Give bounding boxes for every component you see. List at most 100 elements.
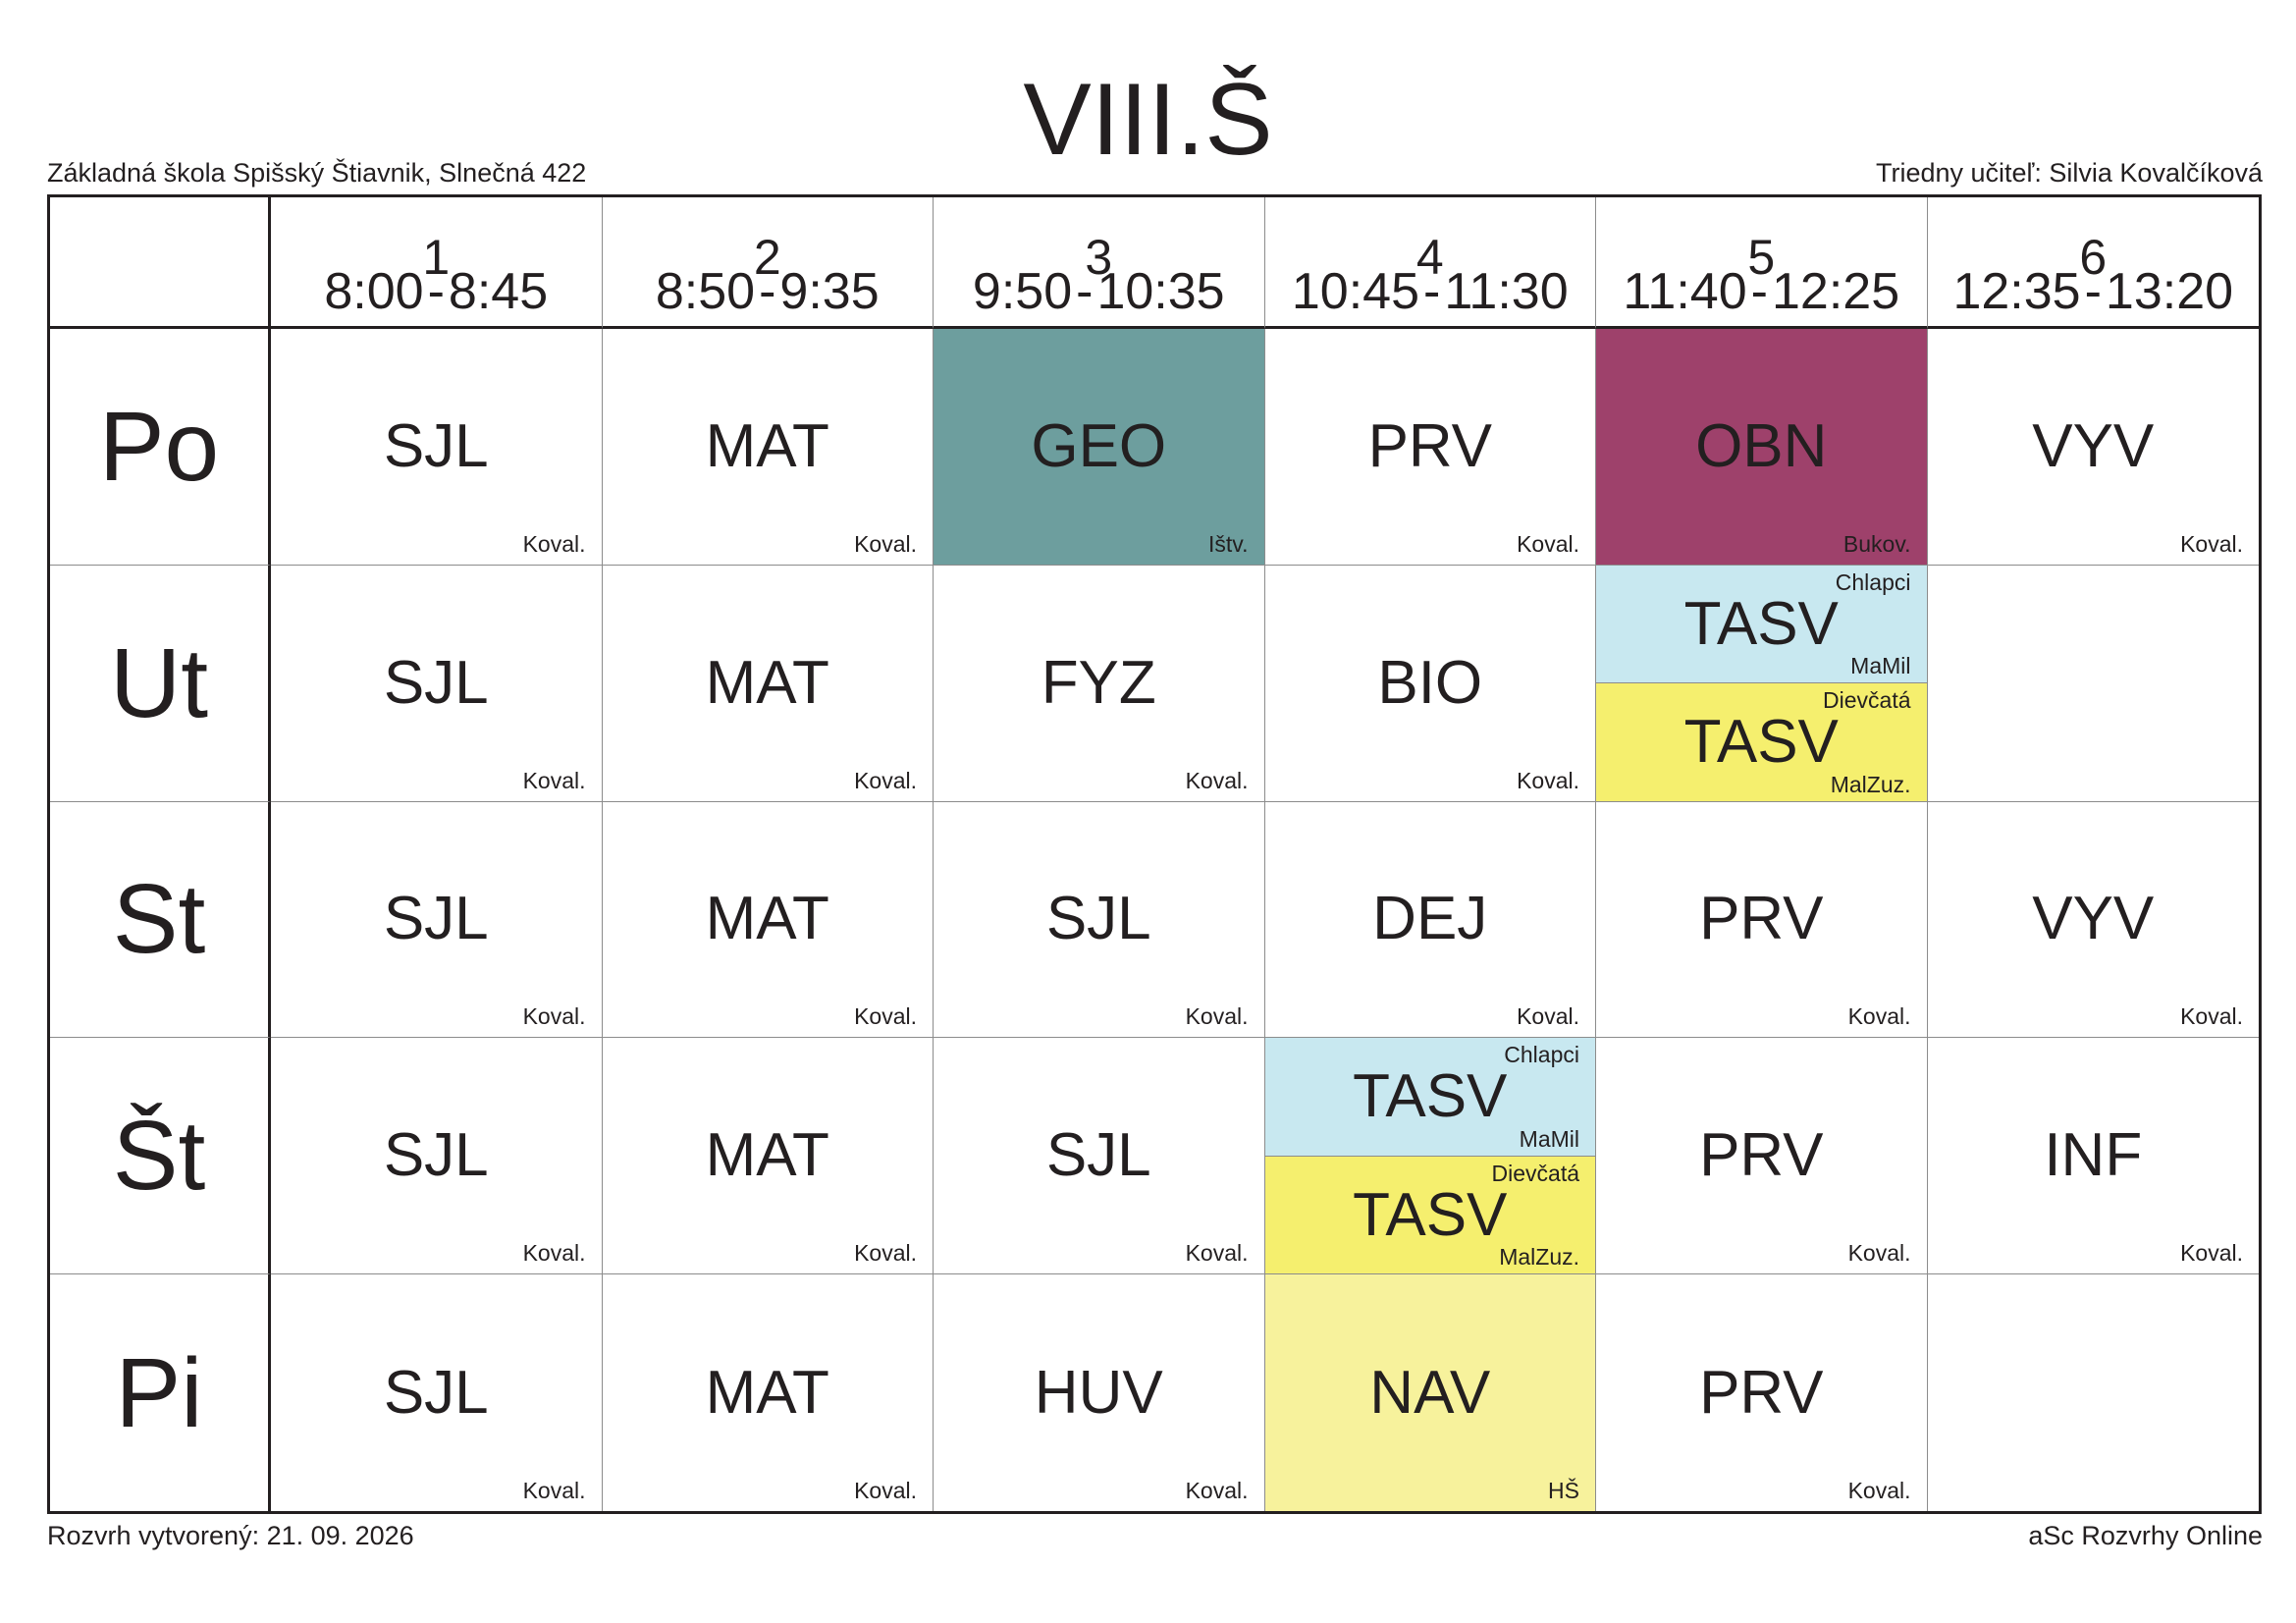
school-name: Základná škola Spišský Štiavnik, Slnečná… bbox=[47, 158, 587, 188]
lesson-cell[interactable]: DEJ Koval. bbox=[1264, 801, 1596, 1039]
period-number: 2 bbox=[753, 230, 781, 285]
lesson-cell[interactable]: MAT Koval. bbox=[603, 1274, 934, 1511]
subject-label: SJL bbox=[383, 885, 489, 953]
teacher-label: Koval. bbox=[1517, 767, 1579, 793]
teacher-label: Koval. bbox=[1517, 1003, 1579, 1030]
teacher-label: Koval. bbox=[854, 530, 917, 557]
lesson-cell[interactable]: BIO Koval. bbox=[1264, 565, 1596, 802]
period-end: 11:30 bbox=[1444, 263, 1569, 320]
period-start: 11:40 bbox=[1623, 263, 1747, 320]
lesson-cell[interactable]: PRV Koval. bbox=[1264, 329, 1596, 566]
lesson-group[interactable]: Chlapci TASV MaMil bbox=[1596, 565, 1927, 684]
subject-label: TASV bbox=[1353, 1062, 1508, 1131]
subject-label: SJL bbox=[1045, 885, 1151, 953]
subject-label: PRV bbox=[1699, 1358, 1824, 1427]
period-number: 6 bbox=[2079, 230, 2108, 285]
teacher-label: Koval. bbox=[1185, 1003, 1249, 1030]
lesson-cell[interactable]: MAT Koval. bbox=[602, 801, 934, 1039]
period-dash: - bbox=[1076, 263, 1094, 320]
teacher-label: Koval. bbox=[854, 767, 917, 793]
subject-label: SJL bbox=[383, 411, 489, 480]
day-label-cell: Pi bbox=[50, 1274, 271, 1511]
period-times: 8:50-9:35 bbox=[603, 262, 934, 321]
period-end: 9:35 bbox=[779, 263, 880, 320]
lesson-cell[interactable]: SJL Koval. bbox=[271, 329, 603, 566]
teacher-label: MaMil bbox=[1850, 653, 1911, 679]
period-dash: - bbox=[427, 263, 445, 320]
subject-label: MAT bbox=[705, 1121, 829, 1190]
subject-label: PRV bbox=[1699, 885, 1824, 953]
lesson-cell[interactable]: PRV Koval. bbox=[1596, 1274, 1928, 1511]
lesson-cell[interactable]: OBN Bukov. bbox=[1596, 329, 1928, 566]
day-name: St bbox=[112, 864, 206, 975]
subject-label: PRV bbox=[1367, 411, 1492, 480]
period-times: 12:35-13:20 bbox=[1928, 262, 2260, 321]
lesson-cell[interactable]: SJL Koval. bbox=[271, 1274, 603, 1511]
subject-label: MAT bbox=[705, 1358, 829, 1427]
teacher-label: MalZuz. bbox=[1499, 1244, 1579, 1271]
subject-label: MAT bbox=[705, 885, 829, 953]
lesson-cell[interactable]: SJL Koval. bbox=[934, 801, 1265, 1039]
lesson-cell[interactable]: SJL Koval. bbox=[271, 1038, 603, 1275]
subject-label: MAT bbox=[705, 648, 829, 717]
lesson-cell[interactable]: MAT Koval. bbox=[602, 565, 934, 802]
subject-label: TASV bbox=[1353, 1180, 1508, 1249]
period-header-6: 6 12:35-13:20 bbox=[1927, 197, 2260, 329]
lesson-cell[interactable]: INF Koval. bbox=[1927, 1038, 2259, 1275]
lesson-group[interactable]: Chlapci TASV MaMil bbox=[1264, 1038, 1595, 1157]
subject-label: VYV bbox=[2032, 885, 2155, 953]
period-header-4: 4 10:45-11:30 bbox=[1264, 197, 1596, 329]
lesson-cell[interactable]: SJL Koval. bbox=[934, 1038, 1265, 1275]
day-name: Št bbox=[112, 1101, 206, 1212]
teacher-label: Koval. bbox=[1847, 1478, 1911, 1503]
teacher-label: Koval. bbox=[1185, 1478, 1249, 1503]
lesson-cell-split[interactable]: Chlapci TASV MaMil Dievčatá TASV MalZuz. bbox=[1596, 565, 1928, 802]
lesson-group[interactable]: Dievčatá TASV MalZuz. bbox=[1264, 1156, 1595, 1274]
teacher-label: MalZuz. bbox=[1830, 771, 1911, 797]
group-label: Dievčatá bbox=[1491, 1160, 1579, 1186]
lesson-group[interactable]: Dievčatá TASV MalZuz. bbox=[1596, 683, 1927, 801]
subject-label: PRV bbox=[1699, 1121, 1824, 1190]
teacher-label: Koval. bbox=[1185, 767, 1249, 793]
corner-cell bbox=[50, 197, 271, 329]
lesson-cell[interactable]: FYZ Koval. bbox=[934, 565, 1265, 802]
teacher-label: Koval. bbox=[854, 1003, 917, 1030]
lesson-cell[interactable]: VYV Koval. bbox=[1927, 802, 2259, 1039]
lesson-cell[interactable]: SJL Koval. bbox=[271, 565, 603, 802]
teacher-label: HŠ bbox=[1548, 1478, 1579, 1503]
day-label-cell: Ut bbox=[50, 565, 271, 802]
lesson-cell[interactable]: PRV Koval. bbox=[1596, 1038, 1928, 1275]
subject-label: VYV bbox=[2032, 411, 2155, 480]
period-header-1: 1 8:00-8:45 bbox=[271, 197, 603, 329]
day-name: Pi bbox=[115, 1337, 203, 1448]
period-times: 10:45-11:30 bbox=[1265, 262, 1596, 321]
teacher-label: Koval. bbox=[1517, 530, 1579, 557]
subject-label: OBN bbox=[1695, 411, 1828, 480]
lesson-cell[interactable]: MAT Koval. bbox=[602, 329, 934, 566]
subject-label: GEO bbox=[1031, 411, 1167, 480]
empty-lesson-cell[interactable] bbox=[1927, 566, 2259, 802]
subject-label: SJL bbox=[383, 1121, 489, 1190]
subject-label: SJL bbox=[1045, 1121, 1151, 1190]
teacher-label: Koval. bbox=[522, 1003, 586, 1030]
subject-label: INF bbox=[2044, 1121, 2143, 1190]
day-label-cell: Po bbox=[50, 329, 271, 566]
empty-lesson-cell[interactable] bbox=[1928, 1274, 2260, 1511]
teacher-label: Koval. bbox=[1185, 1240, 1249, 1267]
lesson-cell[interactable]: SJL Koval. bbox=[271, 801, 603, 1039]
lesson-cell[interactable]: MAT Koval. bbox=[602, 1038, 934, 1275]
lesson-cell-split[interactable]: Chlapci TASV MaMil Dievčatá TASV MalZuz. bbox=[1264, 1038, 1596, 1275]
teacher-label: Koval. bbox=[854, 1478, 917, 1503]
period-dash: - bbox=[2084, 263, 2102, 320]
lesson-cell[interactable]: VYV Koval. bbox=[1927, 329, 2259, 566]
lesson-cell[interactable]: NAV HŠ bbox=[1264, 1274, 1596, 1511]
lesson-cell[interactable]: GEO Ištv. bbox=[934, 329, 1265, 566]
teacher-label: Koval. bbox=[854, 1240, 917, 1267]
teacher-label: Koval. bbox=[522, 530, 586, 557]
lesson-cell[interactable]: PRV Koval. bbox=[1596, 801, 1928, 1039]
subject-label: TASV bbox=[1683, 707, 1839, 776]
lesson-cell[interactable]: HUV Koval. bbox=[934, 1274, 1265, 1511]
day-name: Po bbox=[98, 391, 220, 502]
period-number: 1 bbox=[422, 230, 451, 285]
period-times: 8:00-8:45 bbox=[271, 262, 602, 321]
